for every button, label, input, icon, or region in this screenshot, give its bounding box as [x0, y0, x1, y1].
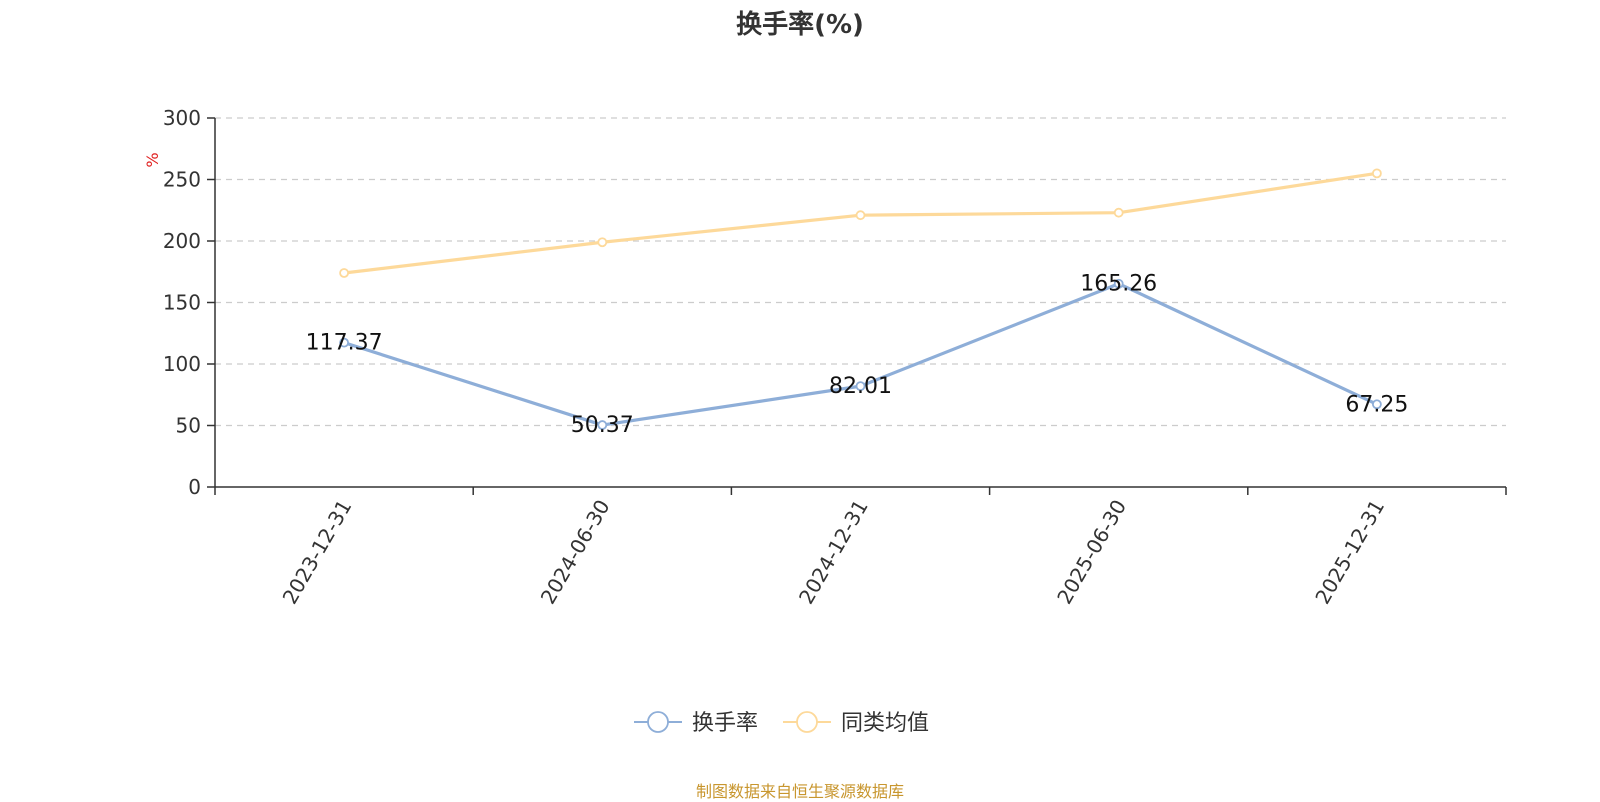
x-tick-label: 2025-06-30: [1052, 496, 1131, 609]
chart-title: 换手率(%): [736, 10, 864, 40]
y-tick-label: 0: [188, 475, 201, 499]
data-label: 50.37: [571, 413, 634, 438]
series-group: [339, 168, 1382, 430]
data-label: 82.01: [829, 374, 892, 399]
data-point: [597, 237, 608, 248]
source-note: 制图数据来自恒生聚源数据库: [695, 782, 904, 801]
legend: 换手率 同类均值: [634, 711, 929, 736]
data-label: 67.25: [1345, 392, 1408, 417]
data-label: 117.37: [306, 331, 383, 356]
x-axis: 2023-12-31 2024-06-30 2024-12-31 2025-06-30…: [214, 486, 1507, 609]
data-point: [339, 337, 350, 348]
x-tick-label: 2024-06-30: [536, 496, 615, 609]
y-tick-label: 250: [163, 168, 201, 192]
x-tick-label: 2023-12-31: [278, 496, 357, 609]
legend-label: 换手率: [692, 711, 758, 736]
series-line: [343, 282, 1378, 427]
data-point: [855, 381, 866, 392]
y-tick-label: 50: [176, 414, 201, 438]
data-label: 165.26: [1080, 272, 1157, 297]
data-labels: 117.37 50.37 82.01 165.26 67.25: [306, 272, 1409, 438]
y-axis: 0 50 100 150 200 250 300%: [143, 106, 216, 499]
x-tick-label: 2024-12-31: [794, 496, 873, 609]
data-point: [1372, 399, 1382, 410]
y-tick-label: 100: [163, 352, 201, 376]
legend-label: 同类均值: [841, 711, 929, 736]
data-point: [1113, 207, 1124, 218]
data-point: [1372, 168, 1382, 179]
data-point: [597, 420, 608, 430]
legend-marker: [796, 711, 818, 733]
y-tick-label: 150: [163, 291, 201, 315]
y-tick-label: 300: [163, 106, 201, 130]
legend-marker: [647, 711, 669, 733]
data-point: [339, 268, 350, 278]
series-line: [343, 171, 1378, 275]
x-tick-label: 2025-12-31: [1310, 496, 1389, 609]
data-point: [855, 210, 866, 221]
data-point: [1113, 278, 1124, 289]
y-tick-label: 200: [163, 229, 201, 253]
y-axis-unit: %: [143, 152, 162, 167]
